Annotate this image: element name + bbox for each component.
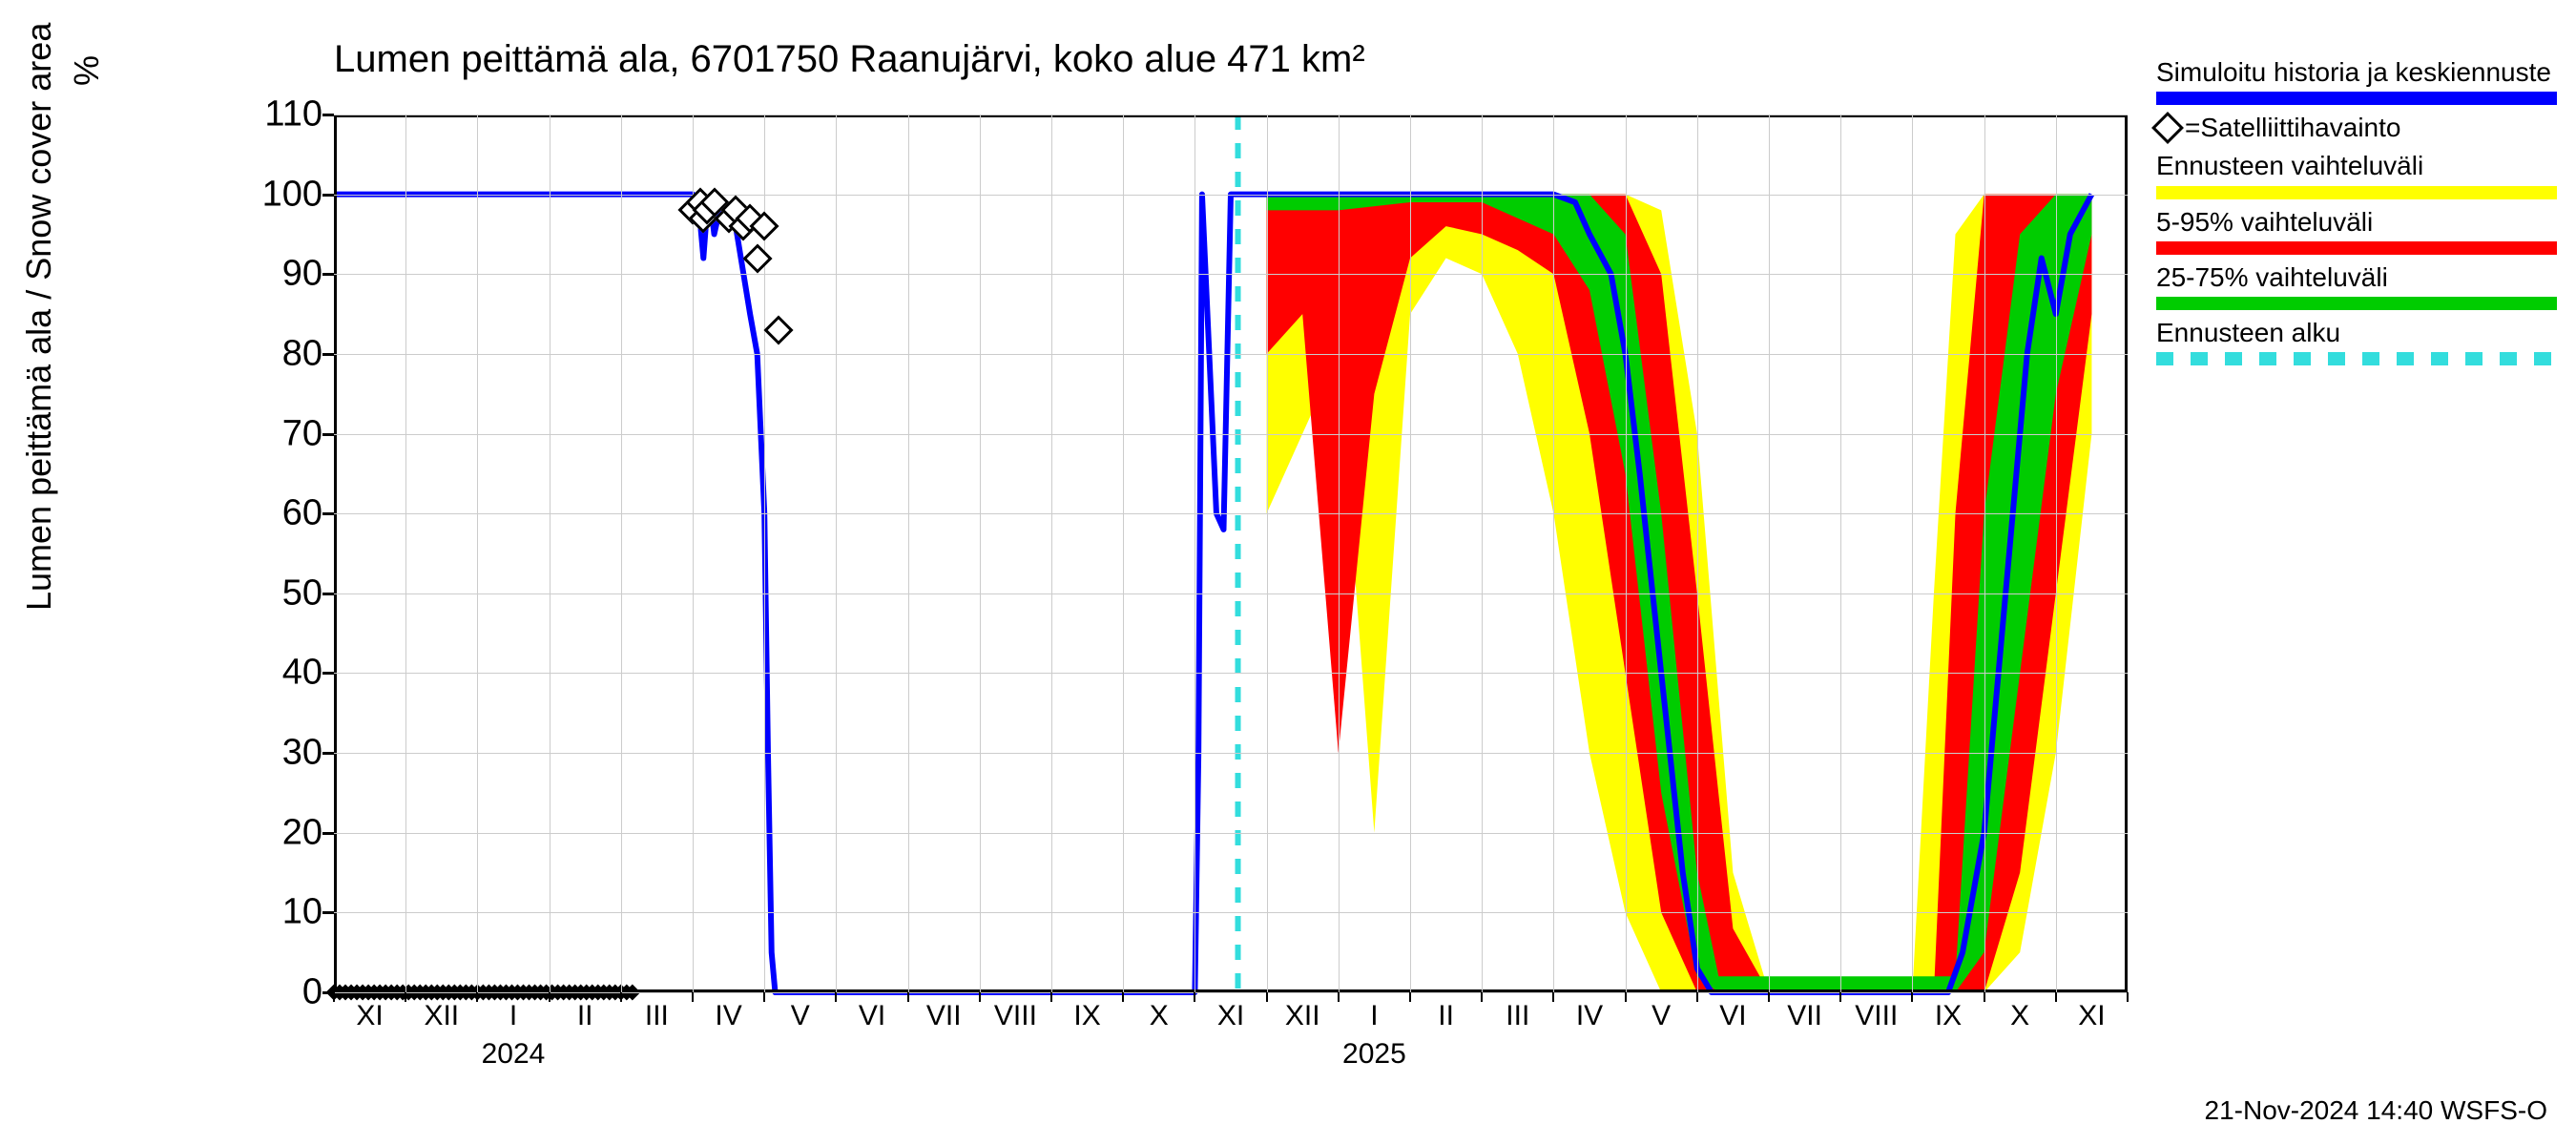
legend-swatch — [2156, 241, 2557, 255]
x-tick-label: IX — [1073, 1000, 1100, 1032]
y-tick-label: 100 — [246, 174, 322, 215]
legend-text: Ennusteen vaihteluväli — [2156, 151, 2557, 181]
x-tick-label: IX — [1935, 1000, 1962, 1032]
y-tick-label: 30 — [246, 733, 322, 774]
legend: Simuloitu historia ja keskiennuste =Satel… — [2156, 57, 2557, 373]
y-tick-label: 40 — [246, 653, 322, 694]
x-tick-label: VI — [1719, 1000, 1746, 1032]
plot-area: 0102030405060708090100110XIXIIIIIIIIIVVV… — [334, 114, 2128, 992]
x-tick-label: XII — [1285, 1000, 1320, 1032]
y-tick-label: 60 — [246, 493, 322, 534]
x-tick-label: X — [2010, 1000, 2029, 1032]
page-root: Lumen peittämä ala, 6701750 Raanujärvi, … — [0, 0, 2576, 1145]
x-year-label: 2024 — [482, 1038, 546, 1071]
y-axis-unit: % — [67, 55, 107, 86]
x-tick-label: VII — [1787, 1000, 1822, 1032]
legend-swatch — [2156, 352, 2557, 365]
y-tick-label: 50 — [246, 572, 322, 614]
plot-border — [334, 114, 2128, 992]
y-tick-label: 90 — [246, 254, 322, 295]
y-tick-label: 70 — [246, 413, 322, 454]
x-tick-label: XI — [356, 1000, 383, 1032]
x-tick-label: XI — [1217, 1000, 1244, 1032]
chart-title: Lumen peittämä ala, 6701750 Raanujärvi, … — [334, 38, 1365, 81]
legend-swatch — [2156, 92, 2557, 105]
x-tick-label: XI — [2078, 1000, 2105, 1032]
x-tick-label: II — [1438, 1000, 1454, 1032]
x-tick-label: IV — [1576, 1000, 1603, 1032]
legend-swatch — [2156, 186, 2557, 199]
legend-text: Simuloitu historia ja keskiennuste — [2156, 57, 2557, 88]
y-axis-label: Lumen peittämä ala / Snow cover area — [19, 23, 59, 611]
legend-item: =Satelliittihavainto — [2156, 113, 2557, 143]
legend-text: 5-95% vaihteluväli — [2156, 207, 2557, 238]
legend-item: Simuloitu historia ja keskiennuste — [2156, 57, 2557, 105]
y-tick-label: 110 — [246, 94, 322, 135]
legend-item: Ennusteen alku — [2156, 318, 2557, 365]
x-tick-label: XII — [424, 1000, 459, 1032]
x-tick-label: V — [1652, 1000, 1671, 1032]
x-tick-label: IV — [715, 1000, 741, 1032]
x-tick-label: VIII — [994, 1000, 1037, 1032]
legend-item: 5-95% vaihteluväli — [2156, 207, 2557, 255]
x-tick-label: V — [791, 1000, 810, 1032]
x-tick-label: VIII — [1855, 1000, 1898, 1032]
y-tick-label: 0 — [246, 972, 322, 1013]
diamond-icon — [2151, 112, 2184, 144]
x-tick-label: VI — [859, 1000, 885, 1032]
y-tick-label: 20 — [246, 812, 322, 853]
x-tick-label: III — [645, 1000, 669, 1032]
legend-swatch — [2156, 297, 2557, 310]
legend-item: 25-75% vaihteluväli — [2156, 262, 2557, 310]
x-year-label: 2025 — [1342, 1038, 1406, 1071]
y-tick-label: 80 — [246, 333, 322, 374]
y-tick-label: 10 — [246, 892, 322, 933]
x-tick-label: II — [577, 1000, 593, 1032]
x-tick-label: III — [1506, 1000, 1529, 1032]
legend-item: Ennusteen vaihteluväli — [2156, 151, 2557, 198]
legend-text: =Satelliittihavainto — [2185, 113, 2400, 143]
x-tick-label: I — [509, 1000, 517, 1032]
x-tick-label: VII — [926, 1000, 962, 1032]
x-tick-label: X — [1150, 1000, 1169, 1032]
x-tick-label: I — [1370, 1000, 1378, 1032]
legend-text: Ennusteen alku — [2156, 318, 2557, 348]
footer-timestamp: 21-Nov-2024 14:40 WSFS-O — [2205, 1095, 2548, 1126]
legend-text: 25-75% vaihteluväli — [2156, 262, 2557, 293]
